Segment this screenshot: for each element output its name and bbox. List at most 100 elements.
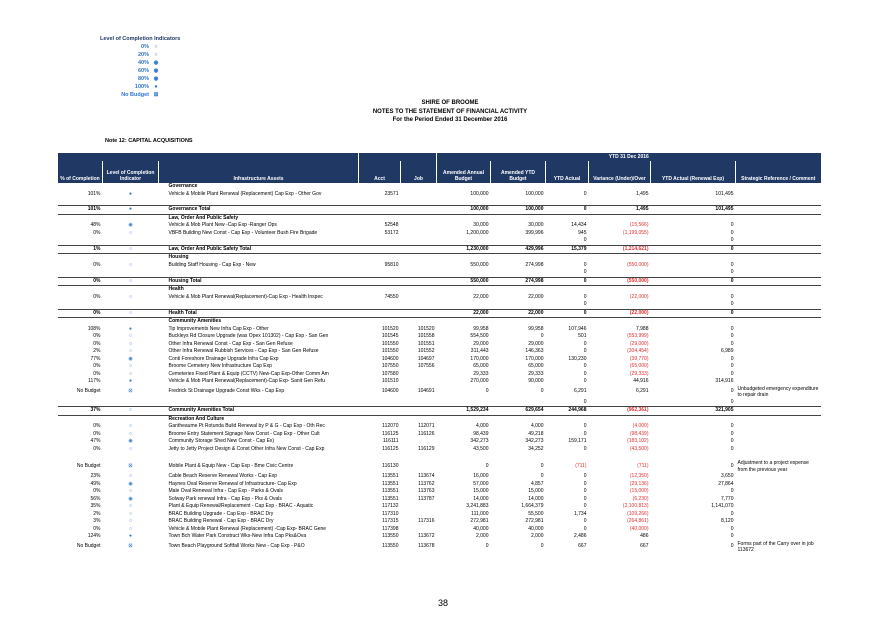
cell-var: (29,333) [629, 370, 649, 377]
cell-job: 101520 [417, 325, 435, 332]
cell [103, 214, 159, 222]
table-row: 117% ● Vehicle & Mob Plant Renewal(Replace… [58, 378, 821, 386]
cell-var: (65,000) [629, 363, 649, 369]
column-header: Strategic Reference / Comment [734, 161, 821, 183]
cell-aab: 22,000 [473, 293, 489, 300]
cell-acct: 117132 [382, 503, 399, 509]
cell-ren: 0 [730, 370, 734, 377]
section-title: Recreation And Culture [168, 415, 225, 422]
cell-ren: 8,120 [720, 518, 734, 524]
cell-ren: 0 [650, 244, 736, 254]
cell-asset: Solway Park renewal Infra - Cap Exp - Pk… [168, 495, 282, 502]
cell-ayb: 399,996 [525, 229, 544, 236]
legend-label: 0% [141, 44, 149, 50]
cell-asset: Vehicle & Mob Plant Renewal(Replacement)… [168, 293, 323, 300]
cell-ren: 0 [730, 269, 734, 275]
cell-ytd: 0 [583, 525, 587, 532]
cell-ind: ○ [128, 430, 133, 437]
table-row: 0% ○ Jetty to Jetty Project Design & Const… [58, 446, 821, 454]
cell-var [589, 237, 651, 245]
cell-ref [736, 356, 821, 364]
cell-job [401, 526, 437, 534]
cell-ytd: 0 [583, 398, 587, 405]
cell-ayb: 65,000 [528, 363, 544, 369]
cell-ind: ○ [128, 333, 133, 339]
cell-job [401, 294, 437, 302]
cell-ref [736, 399, 821, 407]
cell-ren: 0 [730, 363, 734, 369]
cell-ren: 0 [730, 525, 734, 532]
cell-aab [437, 198, 491, 206]
cell-ren: 0 [730, 293, 734, 300]
cell-ind: ◉ [128, 480, 133, 487]
cell-ren: 0 [730, 222, 734, 228]
cell-ref [736, 496, 821, 504]
cell-pct: 117% [88, 378, 101, 384]
cell-acct: 113550 [382, 543, 399, 550]
section-title: Law, Order And Public Safety [168, 214, 239, 221]
cell-pct: 0% [93, 293, 101, 300]
table-row: 23% ○ Cable Beach Reserve Renewal Works - … [58, 473, 821, 481]
cell-pct: 0% [93, 445, 101, 452]
cell-ref [735, 406, 821, 416]
table-row: 124% ● Town Bch Water Park Construct Wks-N… [58, 533, 821, 541]
section-row: Community Amenities [58, 318, 821, 326]
table-row: 2% ○ BRAC Building Upgrade - Cap Exp - BRA… [58, 511, 821, 519]
legend-label: 40% [137, 60, 149, 66]
cell-ayb: 629,654 [490, 406, 546, 416]
cell [58, 318, 103, 326]
cell-pct: 0% [57, 276, 103, 286]
cell-pct: 0% [93, 340, 101, 347]
cell-job: 113787 [418, 495, 435, 502]
cell-job [401, 371, 437, 379]
cell-ytd: 244,968 [545, 406, 589, 416]
cell-job: 113672 [418, 533, 435, 539]
cell-ayb: 14,000 [528, 495, 544, 502]
cell-asset: Governance Total [158, 205, 359, 215]
cell-ind: ○ [102, 276, 159, 286]
cell-job [400, 308, 437, 318]
cell-ren: 0 [730, 430, 734, 437]
cell-asset: Conti Foreshore Drainage Upgrade Infra C… [168, 355, 279, 362]
cell-aab: 272,981 [470, 518, 489, 524]
cell-asset: Health Total [158, 308, 359, 318]
cell-ayb [491, 237, 546, 245]
total-row: 0% ○ Health Total 22,000 22,000 0 (22,000) 0 [57, 308, 821, 318]
cell-var: 486 [640, 533, 649, 539]
cell-acct: 101550 [381, 340, 399, 347]
cell-pct: 48% [90, 222, 101, 228]
cell-ayb: 0 [540, 388, 544, 395]
cell-ind: ⊠ [128, 543, 133, 550]
cell-asset [159, 453, 359, 460]
cell-ayb: 22,000 [490, 308, 546, 318]
table-row: 48% ◉ Vehicle & Mob Plant New -Cap Exp -Ra… [58, 222, 821, 230]
cell-pct: 0% [57, 308, 103, 318]
cell-var: 667 [640, 543, 649, 550]
legend-symbol: ○ [154, 52, 158, 58]
cell-ren: 6,989 [720, 348, 734, 354]
cell-ref [735, 244, 821, 254]
cell-acct [359, 301, 401, 309]
cell-pct: 35% [90, 503, 101, 509]
cell-ren: 314,916 [715, 378, 734, 384]
cell-ren: 0 [730, 237, 734, 243]
cell-var: 1,495 [588, 205, 651, 215]
legend-label: 100% [134, 84, 149, 90]
cell-ref [735, 308, 821, 318]
cell-acct: 117315 [382, 518, 399, 524]
cell-asset: Vehicle & Mob Plant Renewal(Replacement)… [168, 378, 325, 384]
column-header: Amended Annual Budget [436, 161, 491, 183]
table-row: 0% ○ VBFB Building New Const - Cap Exp - V… [58, 230, 821, 238]
column-header: Infrastructure Assets [158, 161, 359, 183]
cell [58, 415, 103, 423]
cell-ren: 0 [730, 543, 734, 550]
cell-asset: Fredrick St Drainage Upgrade Const Wks -… [168, 388, 285, 395]
cell-aab [437, 301, 491, 309]
cell-ren: 321,905 [650, 406, 736, 416]
cell-asset: Gantheaume Pt Rotunda Build Renewal by P… [168, 423, 325, 429]
column-header: Acct [358, 161, 401, 183]
cell-ytd: 667 [578, 543, 587, 550]
cell-ind: ○ [128, 423, 133, 429]
section-title: Community Amenities [168, 318, 222, 324]
cell-aab: 554,500 [470, 333, 489, 339]
